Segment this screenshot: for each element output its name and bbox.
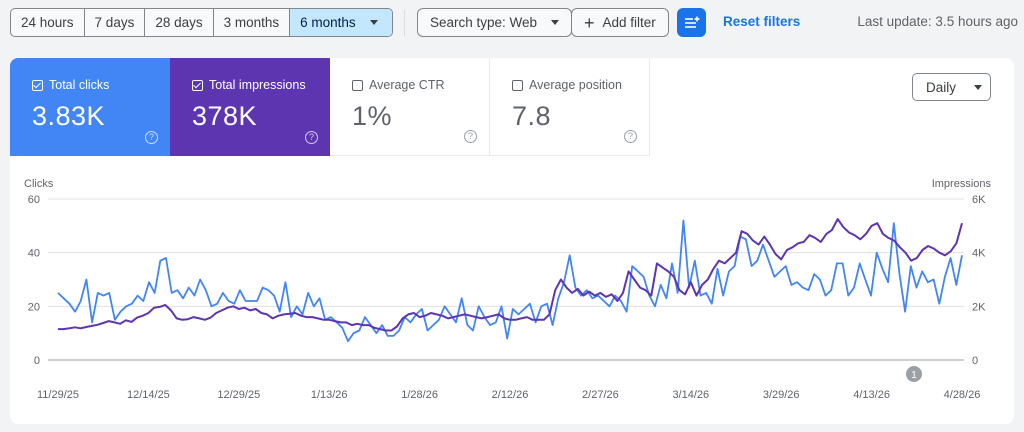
right-tick-label: 4K (972, 248, 986, 260)
chevron-down-icon (974, 84, 983, 90)
add-filter-button[interactable]: + Add filter (571, 8, 669, 37)
metric-label-row: Total impressions (192, 78, 330, 92)
metric-total-impressions[interactable]: Total impressions 378K ? (170, 58, 330, 156)
filter-settings-icon (684, 16, 699, 28)
metric-label-row: Total clicks (32, 78, 170, 92)
metric-label-row: Average position (512, 78, 649, 92)
granularity-dropdown[interactable]: Daily (912, 73, 991, 101)
x-tick-label: 12/14/25 (127, 389, 170, 401)
metric-average-position[interactable]: Average position 7.8 ? (490, 58, 650, 156)
range-28-days[interactable]: 28 days (145, 9, 214, 36)
date-range-selector: 24 hours 7 days 28 days 3 months 6 month… (10, 8, 393, 37)
x-tick-label: 1/28/26 (401, 389, 438, 401)
metric-total-clicks[interactable]: Total clicks 3.83K ? (10, 58, 170, 156)
search-type-dropdown[interactable]: Search type: Web (417, 8, 573, 37)
left-tick-label: 40 (28, 248, 40, 260)
metric-label-row: Average CTR (352, 78, 489, 92)
search-type-label: Search type: Web (430, 15, 538, 30)
x-tick-label: 4/28/26 (944, 389, 981, 401)
checkbox-checked-icon[interactable] (32, 79, 43, 91)
metric-label: Average CTR (369, 78, 445, 92)
range-7-days[interactable]: 7 days (85, 9, 146, 36)
metric-value: 1% (352, 101, 393, 131)
toolbar-divider (404, 10, 405, 36)
x-tick-label: 2/27/26 (582, 389, 619, 401)
series-line-clicks (57, 219, 963, 343)
chevron-down-icon (551, 20, 560, 25)
right-axis-title: Impressions (932, 178, 992, 190)
add-filter-label: Add filter (602, 15, 656, 30)
left-axis-ticks: 0 20 40 60 (28, 194, 40, 367)
x-tick-label: 1/13/26 (311, 389, 348, 401)
checkbox-unchecked-icon[interactable] (512, 79, 523, 91)
left-tick-label: 0 (34, 355, 40, 367)
metric-value: 378K (192, 101, 258, 131)
plus-icon: + (584, 12, 595, 33)
performance-card: Total clicks 3.83K ? Total impressions 3… (10, 58, 1014, 424)
help-icon[interactable]: ? (145, 131, 158, 144)
help-icon[interactable]: ? (624, 130, 637, 143)
metric-value: 7.8 (512, 101, 552, 131)
right-tick-label: 2K (972, 301, 986, 313)
range-24-hours[interactable]: 24 hours (11, 9, 85, 36)
x-tick-label: 3/29/26 (763, 389, 800, 401)
left-tick-label: 20 (28, 301, 40, 313)
right-tick-label: 6K (972, 194, 986, 206)
metric-value: 3.83K (32, 101, 106, 131)
annotation-marker[interactable]: 1 (906, 366, 922, 382)
range-6-months[interactable]: 6 months (290, 9, 392, 36)
right-axis-ticks: 0 2K 4K 6K (972, 194, 986, 367)
annotation-count: 1 (911, 370, 917, 381)
help-icon[interactable]: ? (305, 131, 318, 144)
left-tick-label: 60 (28, 194, 40, 206)
x-axis-ticks: 11/29/25 12/14/25 12/29/25 1/13/26 1/28/26 2/… (37, 389, 980, 401)
right-tick-label: 0 (972, 355, 978, 367)
series-line-impressions (58, 218, 963, 332)
metric-label: Average position (529, 78, 622, 92)
last-update-text: Last update: 3.5 hours ago (857, 14, 1018, 29)
performance-chart: Clicks Impressions 0 20 40 60 0 2K 4K 6K 11/29… (24, 178, 992, 401)
x-tick-label: 2/12/26 (492, 389, 529, 401)
gridlines (48, 198, 964, 361)
chevron-down-icon (369, 20, 378, 25)
checkbox-checked-icon[interactable] (192, 79, 203, 91)
range-6-months-label: 6 months (300, 15, 356, 30)
reset-filters-link[interactable]: Reset filters (723, 14, 801, 29)
range-3-months[interactable]: 3 months (214, 9, 291, 36)
x-tick-label: 3/14/26 (672, 389, 709, 401)
granularity-label: Daily (926, 79, 957, 95)
x-tick-label: 4/13/26 (853, 389, 890, 401)
metric-label: Total impressions (209, 78, 306, 92)
left-axis-title: Clicks (24, 178, 54, 190)
help-icon[interactable]: ? (464, 130, 477, 143)
checkbox-unchecked-icon[interactable] (352, 79, 363, 91)
metric-average-ctr[interactable]: Average CTR 1% ? (330, 58, 490, 156)
chart-series (57, 218, 963, 343)
x-tick-label: 12/29/25 (217, 389, 260, 401)
x-tick-label: 11/29/25 (37, 389, 79, 401)
filter-settings-button[interactable] (677, 8, 706, 37)
toolbar: 24 hours 7 days 28 days 3 months 6 month… (0, 0, 1024, 46)
metric-label: Total clicks (49, 78, 110, 92)
